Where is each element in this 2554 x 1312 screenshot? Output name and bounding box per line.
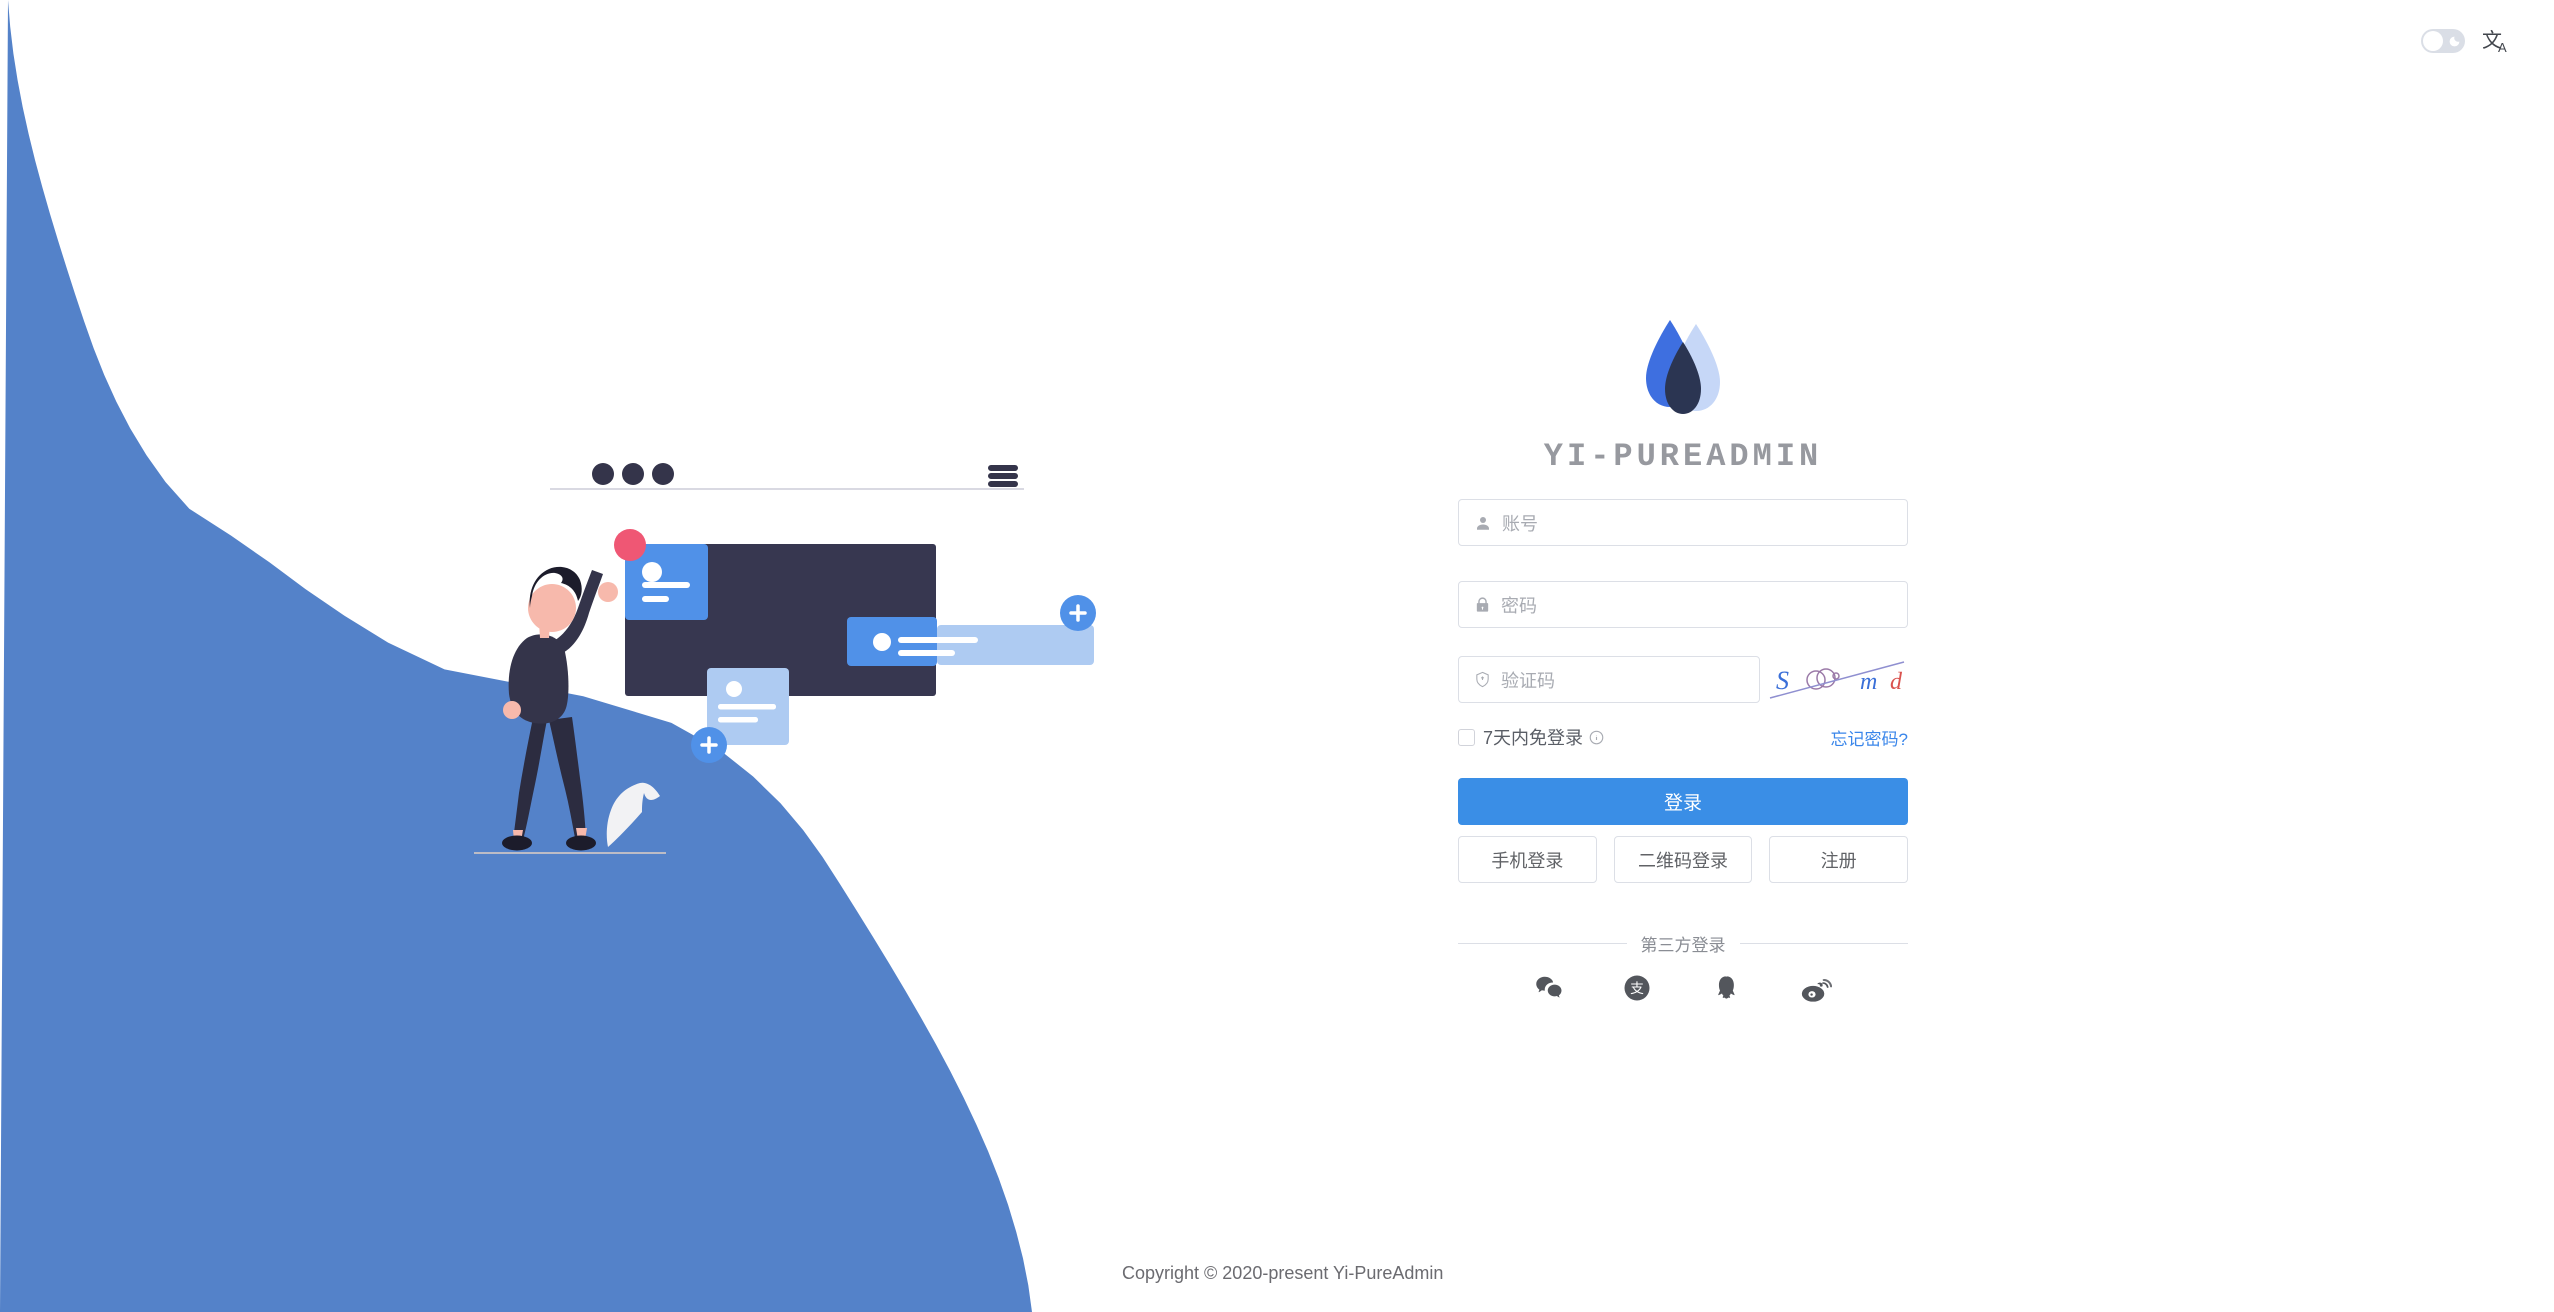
svg-text:A: A	[2498, 40, 2507, 54]
svg-text:支: 支	[1630, 981, 1644, 996]
svg-text:S: S	[1776, 666, 1789, 695]
svg-text:d: d	[1890, 669, 1903, 695]
